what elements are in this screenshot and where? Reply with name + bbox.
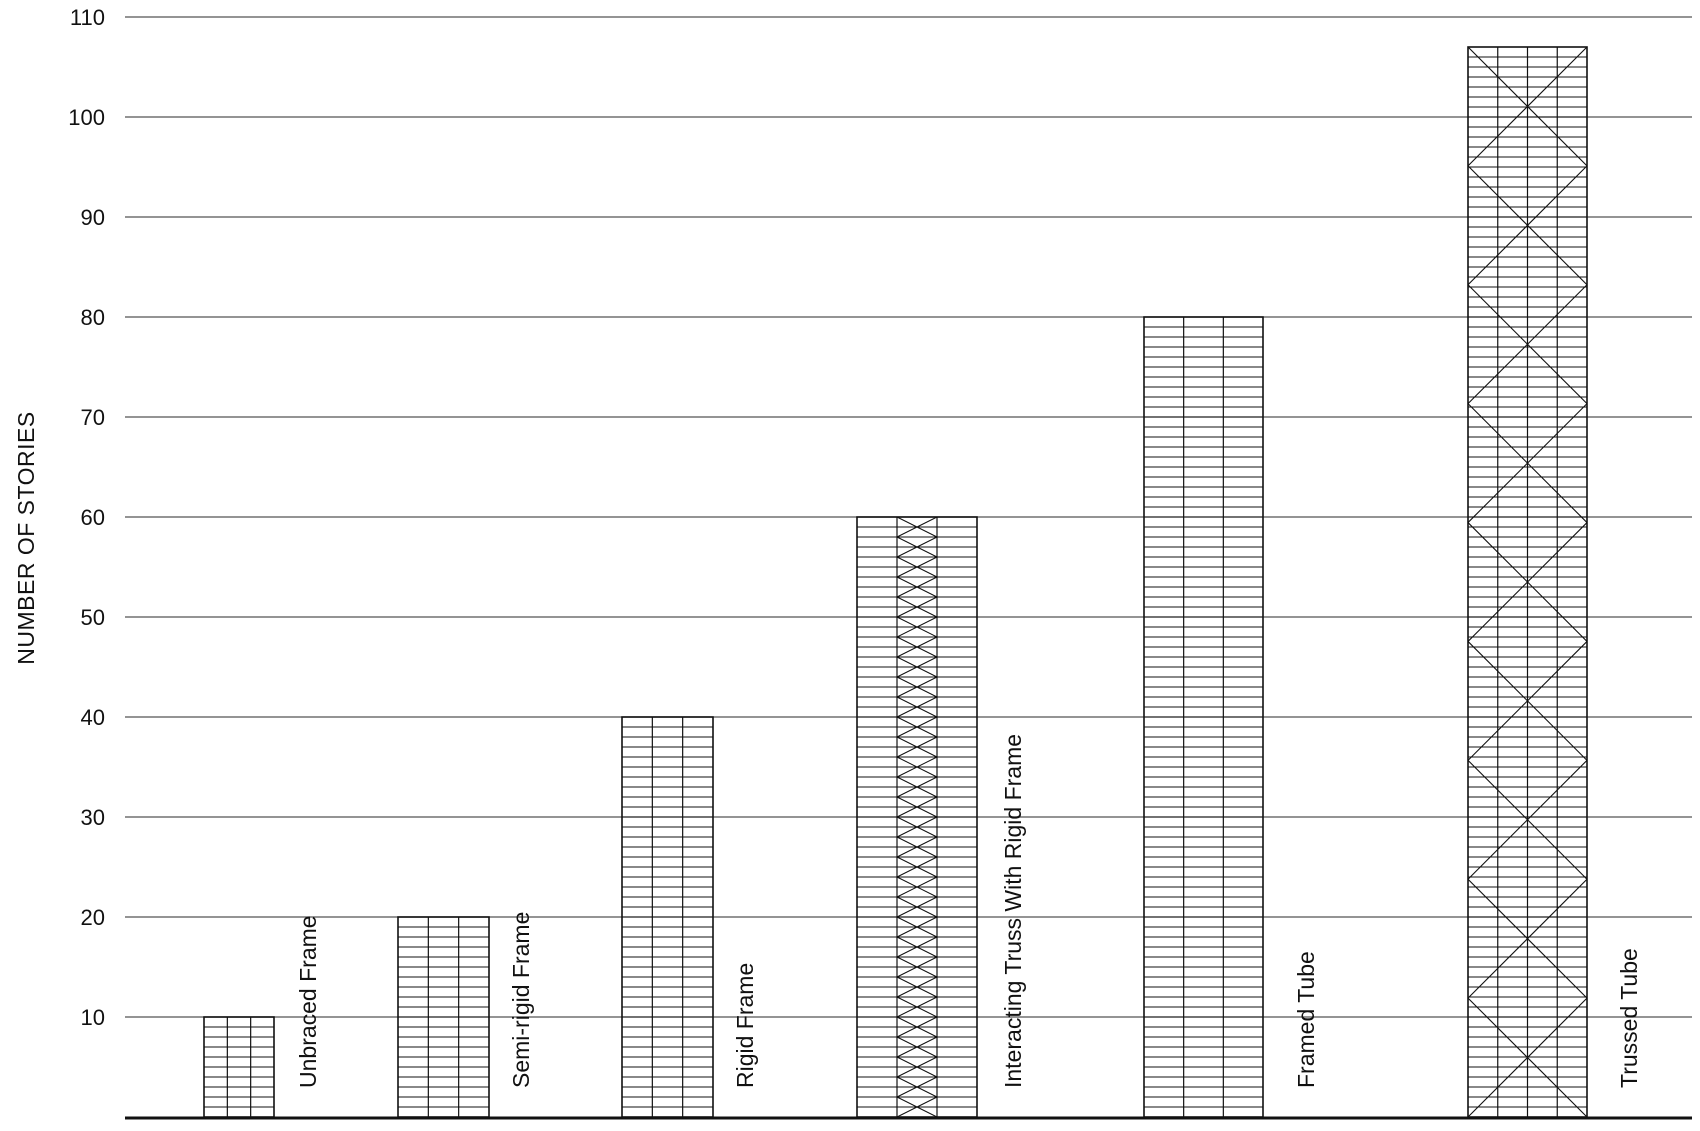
category-label: Trussed Tube <box>1616 948 1642 1088</box>
brace-line <box>896 596 938 618</box>
category-labels: Unbraced Frame Semi-rigid Frame Rigid Fram… <box>295 734 1642 1088</box>
brace-line <box>1467 759 1588 880</box>
brace-line <box>1467 878 1588 999</box>
brace-line <box>1467 403 1588 523</box>
brace-line <box>896 1016 938 1038</box>
bar <box>1143 316 1264 1118</box>
brace-line <box>896 656 938 678</box>
brace-line <box>896 616 938 638</box>
category-label: Rigid Frame <box>732 963 758 1088</box>
brace-line <box>896 776 938 798</box>
bar <box>856 516 978 1118</box>
brace-line <box>896 716 938 738</box>
y-tick-label: 80 <box>81 305 105 330</box>
brace-line <box>896 756 938 778</box>
y-tick-label: 110 <box>70 5 105 30</box>
brace-line <box>1467 165 1588 286</box>
category-label: Interacting Truss With Rigid Frame <box>1000 734 1026 1088</box>
brace-line <box>896 836 938 858</box>
brace-line <box>896 1096 938 1118</box>
brace-line <box>1467 997 1588 1118</box>
brace-line <box>1467 46 1588 167</box>
category-label: Semi-rigid Frame <box>508 912 534 1088</box>
brace-line <box>896 816 938 838</box>
brace-line <box>896 536 938 558</box>
category-label: Framed Tube <box>1293 951 1319 1088</box>
y-tick-label: 60 <box>81 505 105 530</box>
brace-line <box>896 576 938 598</box>
bar <box>1467 46 1588 1118</box>
category-label: Unbraced Frame <box>295 915 321 1088</box>
brace-line <box>1467 522 1588 642</box>
brace-line <box>1467 641 1588 761</box>
brace-line <box>896 796 938 818</box>
brace-line <box>896 696 938 718</box>
brace-line <box>896 676 938 698</box>
brace-line <box>896 1076 938 1098</box>
brace-line <box>896 516 938 538</box>
y-tick-label: 20 <box>81 905 105 930</box>
y-tick-label: 90 <box>81 205 105 230</box>
brace-line <box>896 1056 938 1078</box>
y-tick-label: 10 <box>81 1005 105 1030</box>
brace-line <box>896 736 938 758</box>
bar <box>397 916 490 1118</box>
bar <box>621 716 714 1118</box>
brace-line <box>896 996 938 1018</box>
brace-line <box>896 896 938 918</box>
y-tick-label: 30 <box>81 805 105 830</box>
y-tick-labels: 10 20 30 40 50 60 70 80 90 100 110 <box>68 5 105 1030</box>
y-axis-title: NUMBER OF STORIES <box>13 411 39 664</box>
brace-line <box>896 1036 938 1058</box>
y-tick-label: 50 <box>81 605 105 630</box>
y-tick-label: 70 <box>81 405 105 430</box>
brace-line <box>896 936 938 958</box>
y-tick-label: 40 <box>81 705 105 730</box>
brace-line <box>896 556 938 578</box>
bar <box>203 1016 275 1118</box>
brace-line <box>896 916 938 938</box>
bars <box>203 46 1588 1118</box>
brace-line <box>896 876 938 898</box>
y-tick-label: 100 <box>68 105 105 130</box>
brace-line <box>1467 284 1588 405</box>
brace-line <box>896 956 938 978</box>
brace-line <box>896 636 938 658</box>
brace-line <box>896 976 938 998</box>
brace-line <box>896 856 938 878</box>
